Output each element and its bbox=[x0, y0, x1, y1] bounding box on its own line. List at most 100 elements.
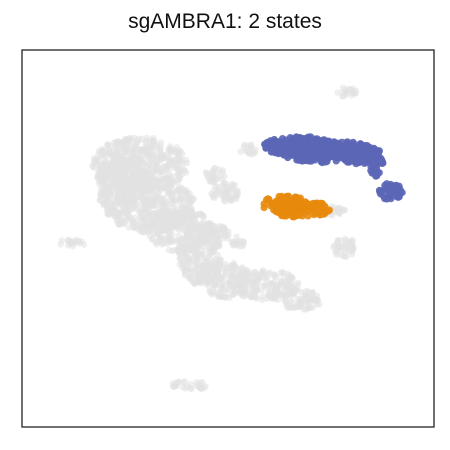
background-point bbox=[166, 178, 173, 185]
background-point bbox=[175, 186, 182, 193]
background-point bbox=[154, 158, 161, 165]
background-point bbox=[117, 143, 124, 150]
background-point bbox=[188, 385, 195, 393]
background-point bbox=[209, 226, 216, 233]
background-point bbox=[206, 251, 213, 258]
background-point bbox=[334, 237, 342, 244]
background-point bbox=[152, 239, 159, 246]
chart-title: sgAMBRA1: 2 states bbox=[128, 10, 322, 33]
background-point bbox=[196, 385, 204, 392]
background-point bbox=[259, 296, 266, 304]
background-point bbox=[297, 301, 305, 308]
background-point bbox=[125, 135, 132, 142]
background-point bbox=[127, 215, 134, 222]
background-point bbox=[186, 275, 193, 282]
background-point bbox=[186, 269, 193, 276]
background-point bbox=[92, 160, 100, 167]
background-point bbox=[183, 250, 191, 257]
state_1-point bbox=[292, 133, 300, 141]
state_1-point bbox=[286, 134, 294, 142]
background-point bbox=[341, 206, 349, 214]
background-point bbox=[176, 173, 184, 181]
background-point bbox=[139, 198, 146, 205]
background-point bbox=[143, 134, 150, 142]
state_1-point bbox=[279, 149, 287, 157]
background-point bbox=[185, 239, 192, 246]
background-point bbox=[214, 268, 222, 276]
background-point bbox=[164, 240, 171, 247]
background-point bbox=[284, 304, 292, 312]
background-point bbox=[301, 290, 308, 297]
background-point bbox=[157, 235, 165, 242]
background-point bbox=[203, 258, 210, 265]
background-point bbox=[131, 182, 138, 189]
background-point bbox=[163, 166, 170, 174]
background-point bbox=[152, 197, 160, 204]
state_1-point bbox=[278, 135, 287, 143]
background-point bbox=[116, 194, 123, 201]
background-point bbox=[227, 280, 234, 287]
state_2-point bbox=[315, 205, 323, 213]
background-point bbox=[110, 212, 118, 219]
state_2-point bbox=[260, 204, 268, 212]
background-point bbox=[343, 237, 350, 244]
state_2-point bbox=[278, 195, 286, 203]
background-point bbox=[269, 294, 277, 302]
background-point bbox=[217, 275, 224, 282]
background-point bbox=[309, 304, 316, 311]
background-point bbox=[226, 193, 233, 201]
background-point bbox=[264, 269, 272, 277]
background-point bbox=[316, 301, 323, 308]
background-point bbox=[217, 285, 224, 293]
background-point bbox=[233, 281, 240, 288]
state_2-point bbox=[274, 208, 282, 216]
background-point bbox=[208, 190, 215, 198]
background-point bbox=[102, 199, 109, 207]
background-point bbox=[221, 228, 228, 235]
plot-frame bbox=[21, 49, 435, 428]
background-point bbox=[216, 259, 224, 266]
background-point bbox=[126, 149, 134, 156]
state_1-point bbox=[338, 138, 346, 146]
background-point bbox=[127, 156, 135, 163]
background-point bbox=[179, 264, 186, 271]
background-point bbox=[208, 238, 215, 245]
background-point bbox=[180, 197, 187, 204]
background-point bbox=[181, 377, 188, 385]
background-point bbox=[162, 222, 169, 229]
background-point bbox=[166, 159, 173, 166]
state_1-point bbox=[341, 155, 350, 163]
background-point bbox=[177, 255, 184, 262]
background-point bbox=[348, 251, 355, 258]
background-point bbox=[289, 304, 297, 311]
background-point bbox=[184, 260, 191, 267]
state_1-point bbox=[282, 143, 290, 151]
background-point bbox=[150, 151, 157, 159]
background-point bbox=[230, 262, 237, 269]
background-point bbox=[256, 274, 263, 281]
background-point bbox=[219, 169, 226, 176]
background-point bbox=[137, 176, 144, 183]
background-point bbox=[146, 162, 154, 169]
background-point bbox=[341, 248, 349, 255]
background-point bbox=[184, 228, 191, 235]
background-point bbox=[161, 184, 168, 191]
background-point bbox=[303, 295, 310, 303]
background-point bbox=[172, 223, 179, 230]
background-point bbox=[178, 156, 186, 163]
background-point bbox=[72, 238, 79, 245]
background-point bbox=[240, 144, 247, 151]
state_2-point bbox=[287, 211, 295, 219]
state_1-point bbox=[355, 159, 363, 167]
background-point bbox=[195, 243, 202, 250]
background-point bbox=[96, 196, 104, 203]
background-point bbox=[148, 175, 155, 182]
background-point bbox=[281, 296, 288, 303]
background-point bbox=[268, 280, 275, 287]
background-point bbox=[98, 147, 105, 154]
state_1-point bbox=[369, 161, 377, 169]
state_1-point bbox=[368, 169, 376, 177]
state_1-point bbox=[325, 150, 333, 158]
background-point bbox=[188, 224, 196, 231]
